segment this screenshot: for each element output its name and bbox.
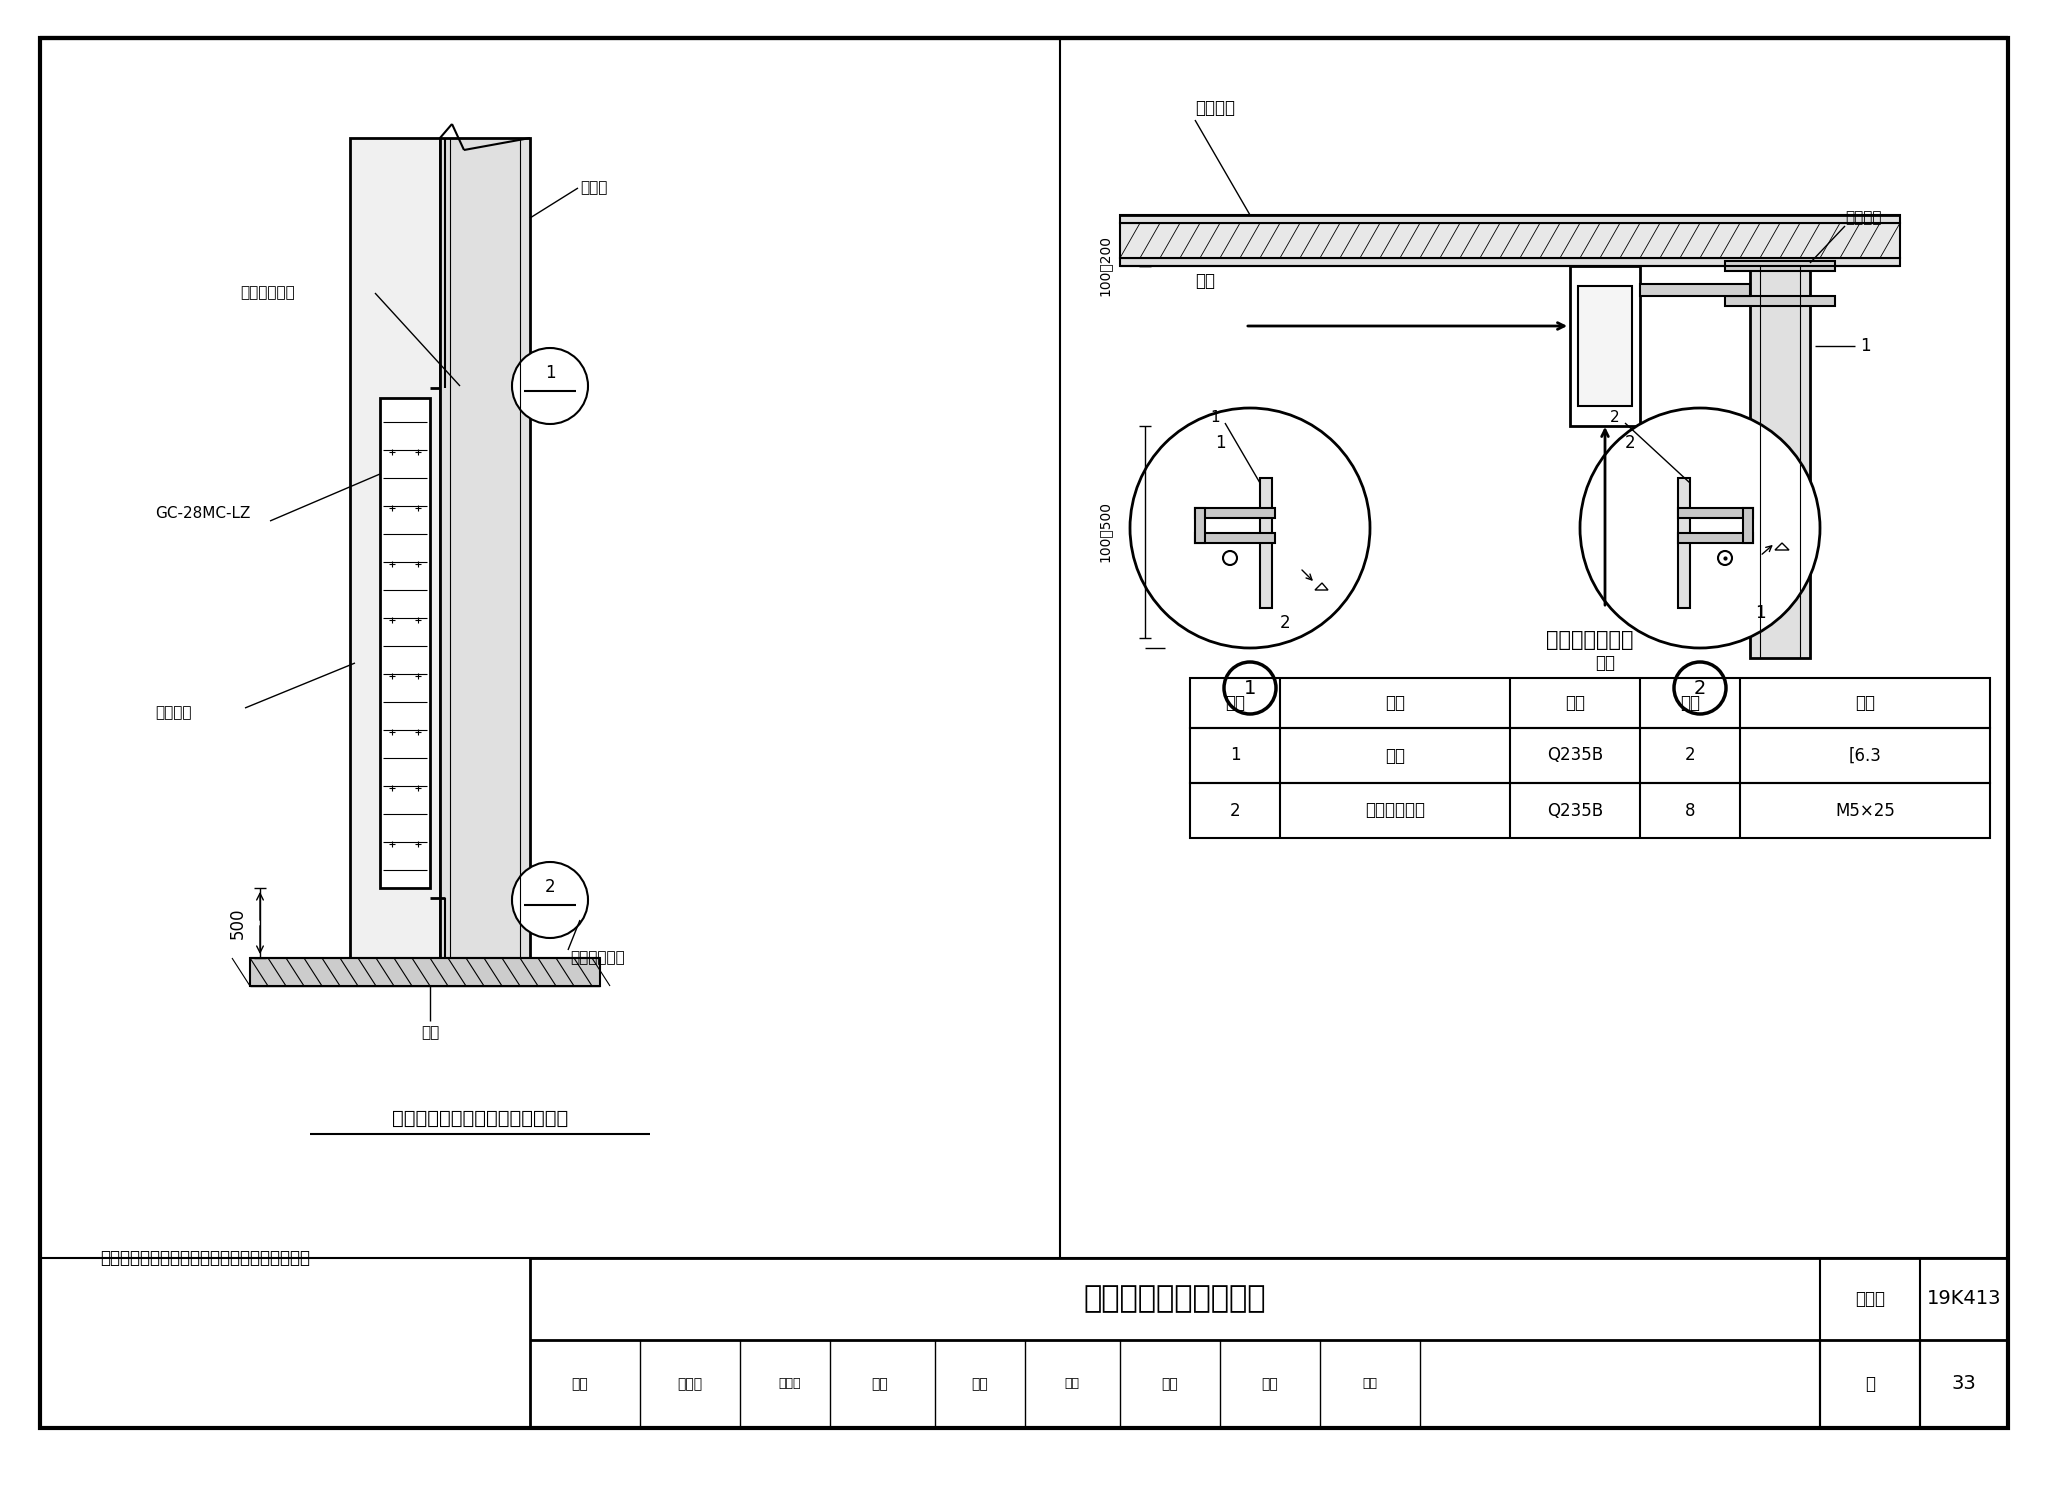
Text: 供暖供水接口: 供暖供水接口 [569,951,625,966]
Circle shape [512,862,588,937]
Text: 图集号: 图集号 [1855,1290,1884,1308]
Text: GC-28MC-LZ: GC-28MC-LZ [156,506,250,521]
Text: 100～200: 100～200 [1098,235,1112,296]
Text: 2: 2 [1229,802,1241,820]
Bar [1579,286,1632,406]
Text: 件号: 件号 [1225,693,1245,711]
Text: 校对: 校对 [872,1376,889,1391]
Text: 注：应保证设备到门边距离、设备距地面距离。: 注：应保证设备到门边距离、设备距地面距离。 [100,1248,309,1266]
Bar [350,138,440,958]
Bar [1260,478,1272,609]
Text: 1: 1 [1214,434,1225,452]
Text: 锢构柱: 锢构柱 [580,180,608,195]
Bar [250,958,600,987]
Text: 厂房门边: 厂房门边 [156,705,193,720]
Text: 肯武: 肯武 [1065,1378,1079,1390]
Circle shape [1718,551,1733,565]
Text: 2: 2 [1686,747,1696,765]
Text: M5×25: M5×25 [1835,802,1894,820]
Circle shape [1673,662,1726,714]
Bar [1190,679,1991,728]
Bar [1194,533,1276,543]
Text: 名称: 名称 [1384,693,1405,711]
Circle shape [1223,551,1237,565]
Text: 规格: 规格 [1855,693,1876,711]
Text: 材料: 材料 [1565,693,1585,711]
Bar [1571,266,1640,426]
Text: 8: 8 [1686,802,1696,820]
Bar [1190,783,1991,838]
Text: 1: 1 [1243,679,1255,698]
Bar [1640,284,1749,296]
Bar [1743,507,1753,543]
Text: 张晓莉: 张晓莉 [678,1376,702,1391]
Bar [1724,296,1835,307]
Bar [1677,507,1753,518]
Text: 2: 2 [1610,411,1620,426]
Bar [1724,260,1835,271]
Text: 槽锤: 槽锤 [1384,747,1405,765]
Text: 供暖回水接口: 供暖回水接口 [240,286,295,301]
Text: 2: 2 [1694,679,1706,698]
Text: 送风: 送风 [1194,272,1214,290]
Text: 地面: 地面 [422,1025,438,1040]
Bar [1677,533,1753,543]
Text: 页: 页 [1866,1375,1876,1393]
Text: Q235B: Q235B [1546,802,1604,820]
Bar [381,397,430,888]
Text: 安装材料规格表: 安装材料规格表 [1546,629,1634,650]
Text: 1: 1 [545,365,555,382]
Text: 立式门侧供暖设备在结构锢柱安装: 立式门侧供暖设备在结构锢柱安装 [391,1109,567,1128]
Text: 陶川: 陶川 [1262,1376,1278,1391]
Text: 2: 2 [1280,615,1290,632]
Text: Q235B: Q235B [1546,747,1604,765]
Bar [1120,223,1901,257]
Text: 19K413: 19K413 [1927,1289,2001,1308]
Text: 回风: 回风 [1595,655,1616,673]
Bar [1194,507,1276,518]
Text: 六角钒尾螺丝: 六角钒尾螺丝 [1366,802,1425,820]
Text: 1: 1 [1229,747,1241,765]
Bar [1677,478,1690,609]
Text: [6.3: [6.3 [1849,747,1882,765]
Text: 1: 1 [1210,411,1221,426]
Circle shape [1130,408,1370,647]
Text: 1: 1 [1860,336,1870,356]
Bar [1749,266,1810,658]
Bar [1190,728,1991,783]
Text: 500: 500 [229,908,248,939]
Text: 门侧供暖设备立式安装: 门侧供暖设备立式安装 [1083,1284,1266,1314]
Circle shape [1579,408,1821,647]
Text: 件数: 件数 [1679,693,1700,711]
Text: 结构锢柱: 结构锢柱 [1845,210,1882,226]
Text: 1: 1 [1755,604,1765,622]
Text: 设计: 设计 [1161,1376,1178,1391]
Text: 2: 2 [545,878,555,896]
Text: 肖武: 肖武 [971,1376,989,1391]
Text: 审核: 审核 [571,1376,588,1391]
Bar [440,138,530,958]
Text: 2: 2 [1624,434,1634,452]
Text: 赵晓荱: 赵晓荱 [778,1378,801,1390]
Text: 33: 33 [1952,1375,1976,1393]
Text: 厂房大门: 厂房大门 [1194,100,1235,118]
Circle shape [512,348,588,424]
Bar [1194,507,1204,543]
Bar [1120,214,1901,223]
Circle shape [1225,662,1276,714]
Text: 100～500: 100～500 [1098,501,1112,562]
Bar [1120,257,1901,266]
Bar [530,1257,2007,1428]
Text: 图川: 图川 [1362,1378,1378,1390]
